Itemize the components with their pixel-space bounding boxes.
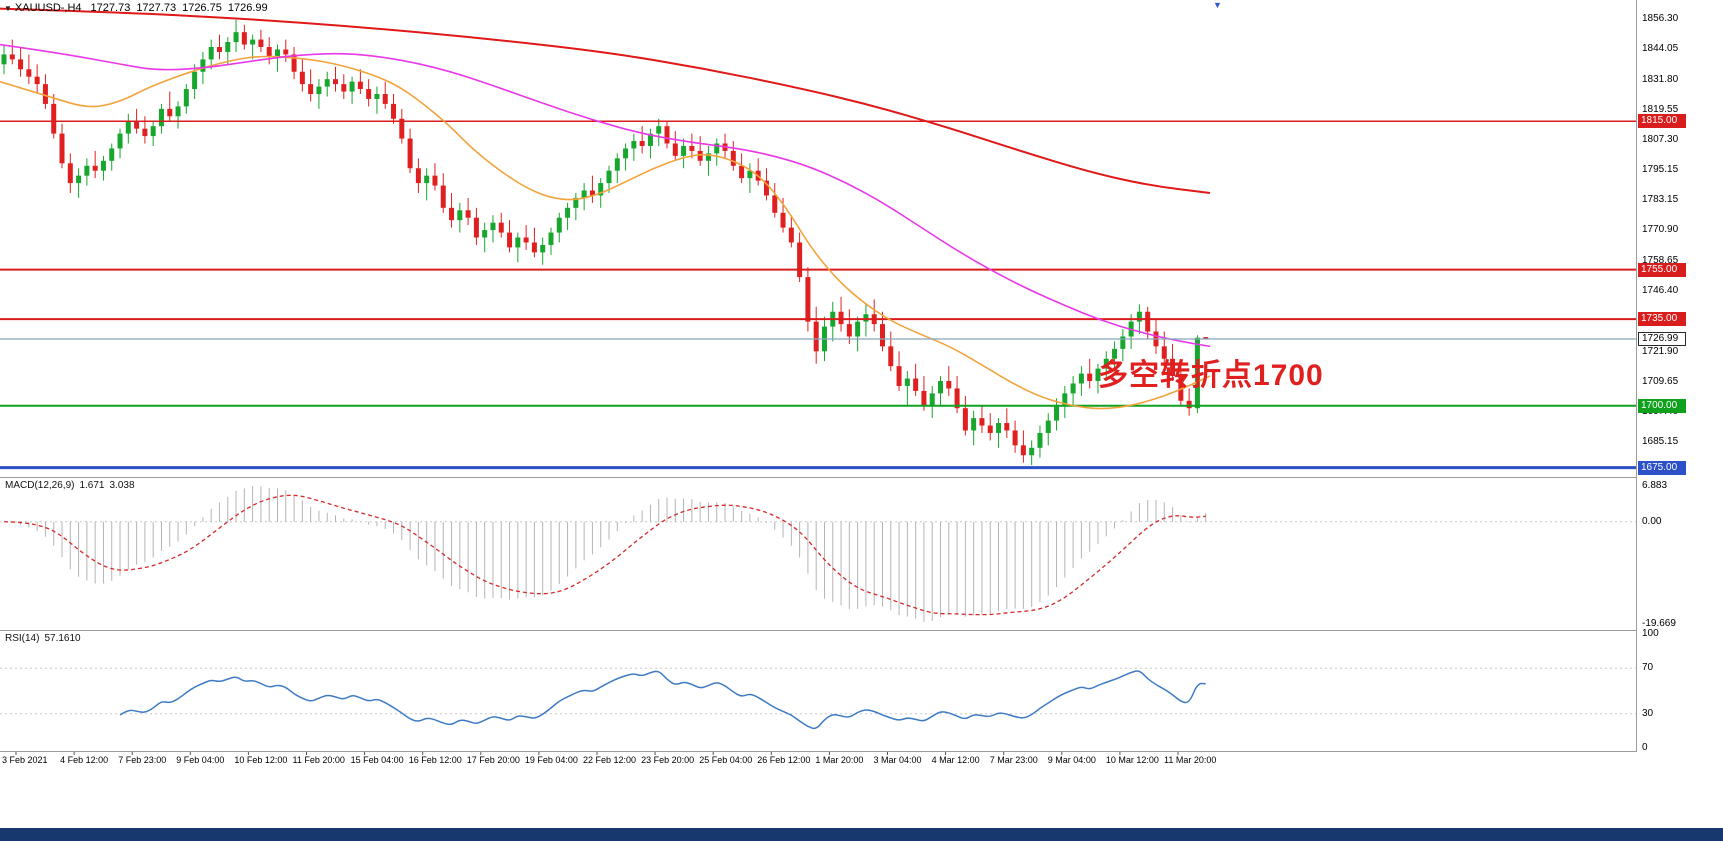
time-label: 4 Feb 12:00 [60, 755, 109, 765]
time-label: 11 Mar 20:00 [1164, 755, 1217, 765]
time-axis[interactable]: 3 Feb 2021 4 Feb 12:00 7 Feb 23:00 9 Feb 04… [0, 752, 1636, 776]
time-label: 7 Feb 23:00 [118, 755, 167, 765]
price-tick: 1746.40 [1642, 284, 1679, 296]
chart-canvas[interactable] [0, 0, 1636, 828]
time-label: 22 Feb 12:00 [583, 755, 637, 765]
ohlc-open: 1727.73 [90, 2, 131, 14]
bottom-bar [0, 828, 1723, 841]
ohlc-low: 1726.75 [182, 2, 222, 14]
price-tick: 1795.15 [1642, 164, 1679, 176]
time-label: 11 Feb 20:00 [292, 755, 345, 765]
ohlc-close: 1726.99 [227, 2, 268, 14]
chart-shift-icon: ▼ [1213, 0, 1222, 10]
macd-value-signal: 3.038 [109, 480, 135, 491]
time-label: 3 Mar 04:00 [873, 755, 922, 765]
macd-axis-label: -19.669 [1642, 618, 1676, 629]
time-label: 9 Feb 04:00 [176, 755, 225, 765]
price-tick: 1807.30 [1642, 134, 1679, 146]
rsi-axis-label: 0 [1642, 742, 1648, 753]
price-tick: 1819.55 [1642, 103, 1679, 115]
axis-separator [1636, 0, 1637, 752]
time-label: 10 Mar 12:00 [1105, 755, 1159, 765]
time-label: 15 Feb 04:00 [350, 755, 404, 765]
time-label: 23 Feb 20:00 [641, 755, 695, 765]
price-level-badge: 1815.00 [1638, 114, 1686, 129]
symbol-title: XAUUSD-,H4 [14, 2, 82, 14]
rsi-axis-label: 100 [1642, 628, 1659, 639]
macd-value-main: 1.671 [79, 480, 105, 491]
price-axis[interactable]: 1856.30 1844.05 1831.80 1819.55 1807.30 1795.… [1637, 0, 1723, 753]
annotation-text: 多空转折点1700 [1098, 359, 1324, 392]
time-label: 7 Mar 23:00 [989, 755, 1038, 765]
macd-axis-label: 6.883 [1642, 480, 1668, 491]
time-label: 19 Feb 04:00 [524, 755, 578, 765]
rsi-indicator-label: RSI(14) 57.1610 [5, 633, 86, 644]
time-label: 26 Feb 12:00 [757, 755, 811, 765]
time-label: 17 Feb 20:00 [466, 755, 520, 765]
rsi-name: RSI(14) [5, 633, 40, 644]
rsi-value: 57.1610 [44, 633, 81, 644]
time-label: 16 Feb 12:00 [408, 755, 462, 765]
price-tick: 1758.65 [1642, 254, 1679, 266]
price-tick: 1770.90 [1642, 224, 1679, 236]
price-level-badge: 1700.00 [1638, 398, 1686, 413]
ohlc-high: 1727.73 [136, 2, 177, 14]
price-level-badge: 1755.00 [1638, 262, 1686, 277]
panel-separator-macd-rsi[interactable] [0, 630, 1723, 631]
price-tick: 1721.90 [1642, 345, 1679, 357]
bid-price-badge: 1726.99 [1638, 331, 1686, 346]
time-label: 10 Feb 12:00 [234, 755, 288, 765]
macd-indicator-label: MACD(12,26,9) 1.671 3.038 [5, 480, 140, 491]
time-label: 4 Mar 12:00 [931, 755, 980, 765]
price-level-badge: 1675.00 [1638, 460, 1686, 475]
rsi-axis-label: 70 [1642, 662, 1654, 674]
macd-name: MACD(12,26,9) [5, 480, 75, 491]
price-tick: 1709.65 [1642, 375, 1679, 387]
panel-separator-main-macd[interactable] [0, 477, 1723, 478]
price-tick: 1685.15 [1642, 436, 1679, 448]
symbol-marker-icon: ▼ [4, 4, 12, 13]
rsi-axis-label: 30 [1642, 707, 1654, 719]
time-label: 25 Feb 04:00 [699, 755, 753, 765]
time-label: 3 Feb 2021 [2, 755, 48, 765]
price-tick: 1844.05 [1642, 43, 1679, 55]
price-tick: 1856.30 [1642, 13, 1679, 25]
price-tick: 1831.80 [1642, 73, 1679, 85]
price-tick: 1783.15 [1642, 194, 1679, 206]
price-level-badge: 1735.00 [1638, 312, 1686, 327]
panel-separator-rsi-time [0, 751, 1723, 752]
macd-axis-label: 0.00 [1642, 515, 1662, 527]
time-label: 1 Mar 20:00 [815, 755, 864, 765]
chart-title: ▼ XAUUSD-,H4 1727.73 1727.73 1726.75 1726.99 [4, 2, 274, 14]
time-label: 9 Mar 04:00 [1047, 755, 1096, 765]
